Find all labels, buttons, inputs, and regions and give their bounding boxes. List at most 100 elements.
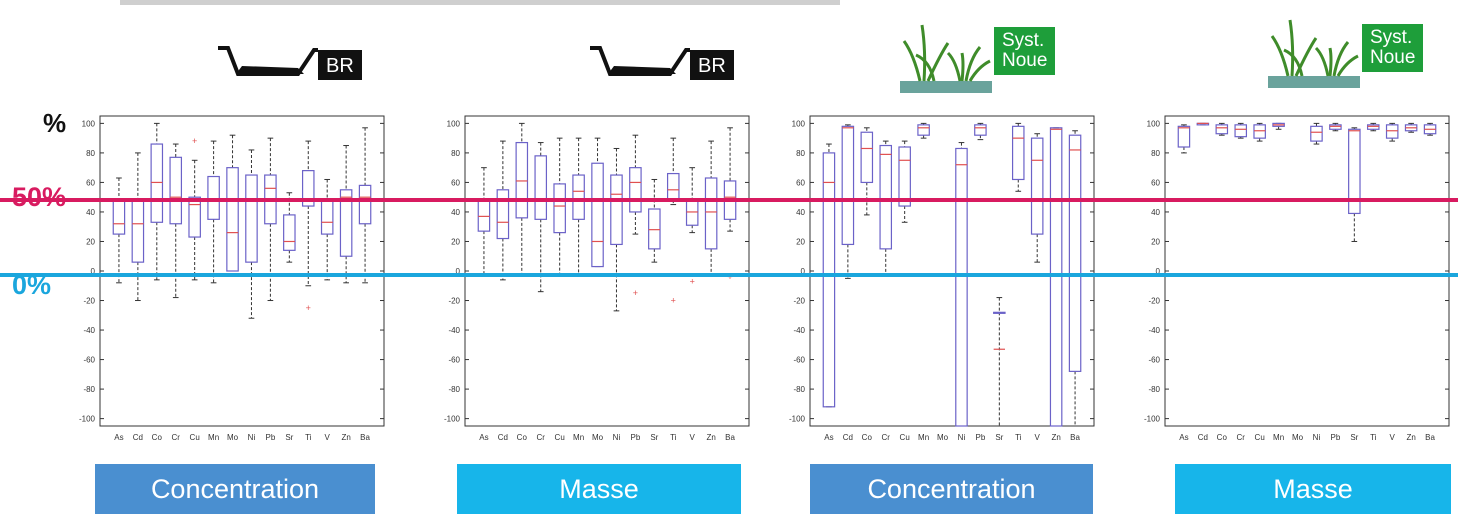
outlier-point: + bbox=[671, 296, 676, 306]
x-tick-label: Co bbox=[862, 433, 873, 442]
plot-frame bbox=[464, 115, 750, 427]
box bbox=[898, 146, 911, 207]
x-tick-label: As bbox=[114, 433, 123, 442]
y-tick-label: 0 bbox=[801, 267, 806, 276]
tray-icon bbox=[218, 46, 318, 76]
y-tick-label: 40 bbox=[796, 208, 805, 217]
box bbox=[917, 124, 930, 136]
fifty-percent-line bbox=[0, 198, 1458, 202]
x-tick-label: Ti bbox=[1015, 433, 1022, 442]
box bbox=[188, 196, 201, 238]
box bbox=[955, 147, 968, 427]
box bbox=[572, 174, 585, 220]
y-tick-label: 40 bbox=[1151, 208, 1160, 217]
outlier-point: + bbox=[192, 136, 197, 146]
box bbox=[534, 155, 548, 220]
box bbox=[245, 174, 258, 263]
box bbox=[1030, 137, 1044, 235]
box bbox=[553, 183, 566, 234]
percent-symbol: % bbox=[43, 108, 67, 138]
y-tick-label: -100 bbox=[789, 415, 806, 424]
x-tick-label: Ba bbox=[360, 433, 370, 442]
y-tick-label: 40 bbox=[86, 208, 95, 217]
x-tick-label: Ti bbox=[670, 433, 677, 442]
x-tick-label: Mo bbox=[1292, 433, 1304, 442]
syst-noue-badge: Syst. Noue bbox=[1362, 24, 1424, 72]
caption-masse: Masse bbox=[457, 464, 741, 514]
x-tick-label: As bbox=[824, 433, 833, 442]
x-tick-label: Pb bbox=[976, 433, 986, 442]
x-tick-label: Cr bbox=[882, 433, 891, 442]
y-tick-label: -100 bbox=[79, 415, 96, 424]
y-tick-label: -80 bbox=[83, 385, 95, 394]
x-tick-label: Ni bbox=[248, 433, 256, 442]
box bbox=[1366, 124, 1380, 130]
outlier-point: + bbox=[633, 288, 638, 298]
x-tick-label: Pb bbox=[1331, 433, 1341, 442]
box bbox=[496, 189, 510, 240]
y-tick-label: 80 bbox=[86, 149, 95, 158]
x-tick-label: Ba bbox=[1070, 433, 1080, 442]
x-tick-label: Ti bbox=[305, 433, 312, 442]
x-tick-label: Zn bbox=[1051, 433, 1060, 442]
box bbox=[515, 141, 529, 219]
x-tick-label: As bbox=[479, 433, 488, 442]
y-tick-label: 20 bbox=[451, 237, 460, 246]
box bbox=[860, 131, 874, 184]
y-tick-label: -60 bbox=[448, 356, 460, 365]
x-tick-label: V bbox=[325, 433, 331, 442]
x-tick-label: V bbox=[1035, 433, 1041, 442]
y-tick-label: 80 bbox=[451, 149, 460, 158]
x-tick-label: Sr bbox=[285, 433, 293, 442]
x-tick-label: Pb bbox=[631, 433, 641, 442]
box bbox=[301, 170, 315, 207]
x-tick-label: Mn bbox=[1273, 433, 1284, 442]
cropped-caption-strip bbox=[0, 0, 1458, 10]
zero-percent-label: 0% bbox=[12, 270, 52, 300]
y-tick-label: 100 bbox=[82, 119, 96, 128]
y-tick-label: -80 bbox=[793, 385, 805, 394]
y-tick-label: 60 bbox=[1151, 178, 1160, 187]
x-tick-label: Cd bbox=[498, 433, 508, 442]
y-tick-label: -60 bbox=[83, 356, 95, 365]
y-tick-label: 20 bbox=[86, 237, 95, 246]
x-tick-label: Ba bbox=[1425, 433, 1435, 442]
x-tick-label: Ba bbox=[725, 433, 735, 442]
y-tick-label: 60 bbox=[86, 178, 95, 187]
x-tick-label: Zn bbox=[341, 433, 350, 442]
box bbox=[169, 156, 183, 225]
x-tick-label: Ti bbox=[1370, 433, 1377, 442]
x-tick-label: Co bbox=[517, 433, 528, 442]
y-tick-label: 40 bbox=[451, 208, 460, 217]
box bbox=[150, 143, 164, 223]
box bbox=[1177, 125, 1191, 148]
y-tick-label: 20 bbox=[1151, 237, 1160, 246]
box bbox=[610, 174, 623, 246]
y-tick-label: 20 bbox=[796, 237, 805, 246]
y-tick-label: 0 bbox=[1156, 267, 1161, 276]
y-tick-label: 0 bbox=[456, 267, 461, 276]
x-tick-label: Cu bbox=[555, 433, 565, 442]
zero-percent-line bbox=[0, 273, 1458, 277]
caption-masse: Masse bbox=[1175, 464, 1451, 514]
box bbox=[1068, 134, 1082, 372]
box bbox=[1348, 128, 1361, 215]
y-tick-label: -20 bbox=[1148, 297, 1160, 306]
syst-noue-badge: Syst. Noue bbox=[994, 27, 1056, 75]
x-tick-label: Cd bbox=[843, 433, 853, 442]
x-tick-label: Ni bbox=[958, 433, 966, 442]
box bbox=[1215, 124, 1229, 135]
x-tick-label: Co bbox=[1217, 433, 1228, 442]
tray-icon bbox=[590, 46, 690, 76]
box bbox=[841, 125, 855, 246]
plot-frame bbox=[99, 115, 385, 427]
y-tick-label: -40 bbox=[1148, 326, 1160, 335]
x-tick-label: Cr bbox=[172, 433, 181, 442]
box bbox=[879, 144, 893, 250]
y-tick-label: -80 bbox=[448, 385, 460, 394]
box bbox=[974, 124, 987, 136]
box bbox=[358, 184, 372, 225]
plot-frame bbox=[809, 115, 1095, 427]
box bbox=[704, 177, 718, 250]
chart-noue-concentration: -100 -80 -60 -40 -20 0 20 40 60 80 100 As Cd Co Cr Cu Mn… bbox=[789, 115, 1095, 442]
